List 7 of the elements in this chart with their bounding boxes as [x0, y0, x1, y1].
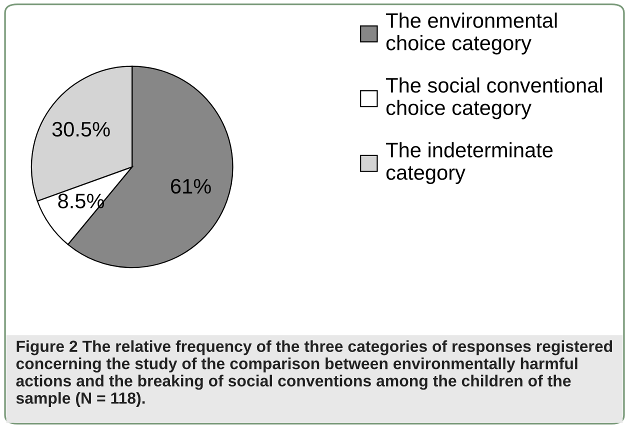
caption: Figure 2 The relative frequency of the three categories of responses registered concerning the study of the comparison between environmentally harmful actions and the breaking of social conventions among the children of the sample (N = 118). — [16, 340, 612, 407]
legend-label: The social conventional choice category — [386, 77, 602, 120]
legend-label: The indeterminate category — [386, 142, 553, 184]
legend-label: The environmental choice category — [386, 12, 557, 54]
data-label: 30.5% — [52, 122, 110, 137]
data-label: 8.5% — [58, 194, 104, 208]
data-label: 61% — [171, 178, 211, 194]
